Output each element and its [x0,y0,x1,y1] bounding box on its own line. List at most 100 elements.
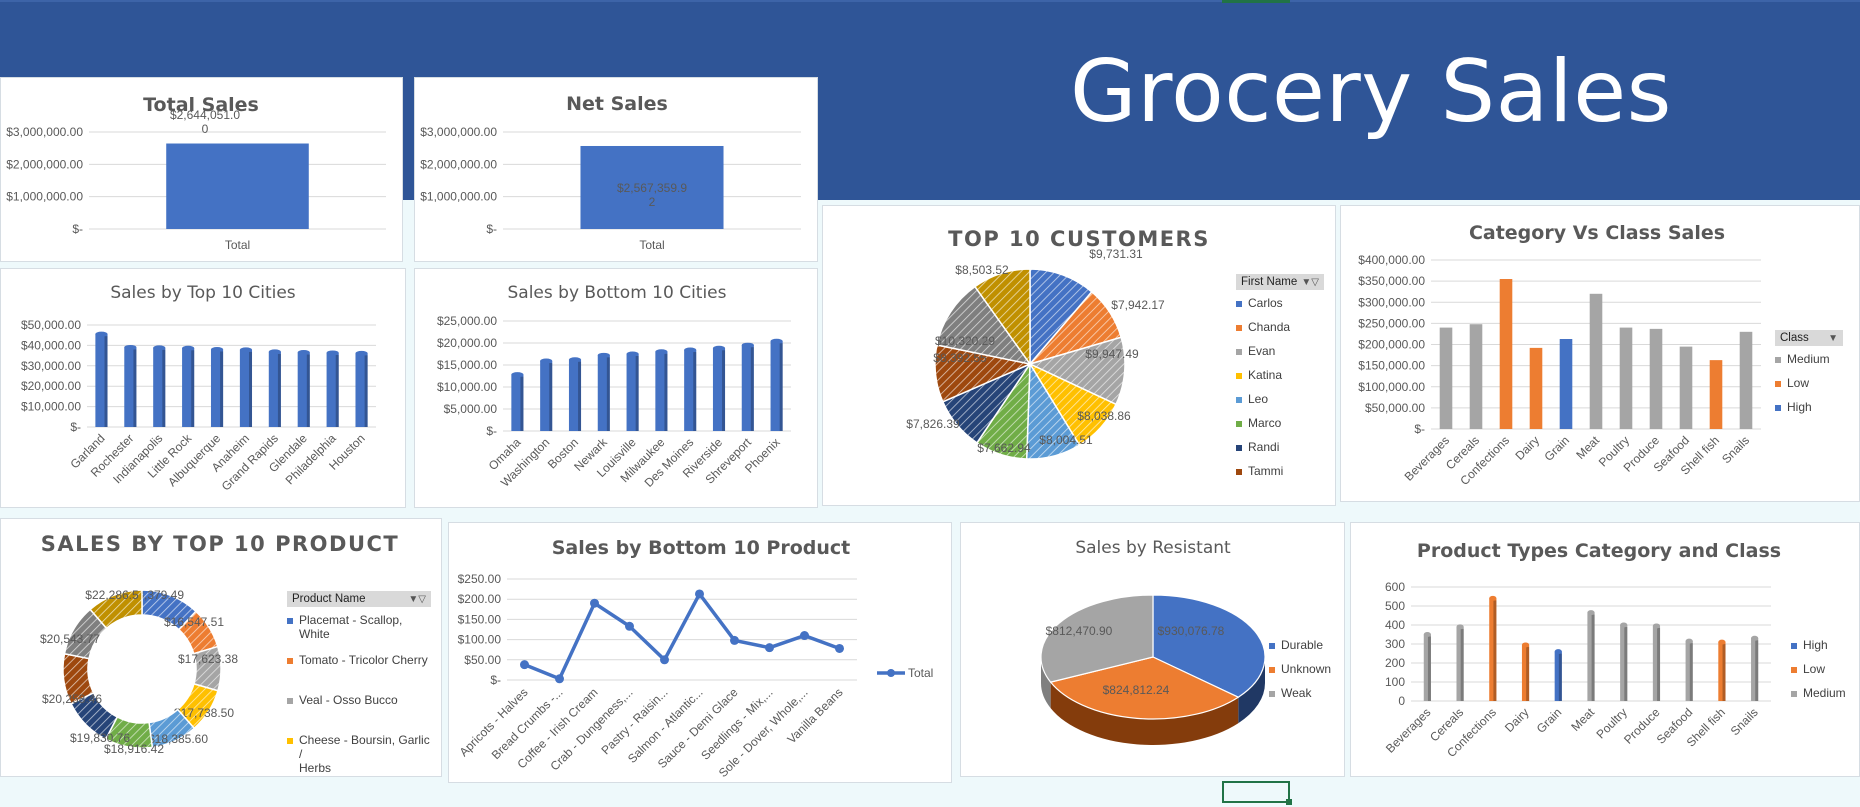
data-label: $7,826.39 [906,417,960,431]
legend-label: High [1803,638,1828,652]
resistant-chart[interactable]: Sales by Resistant $930,076.78 $824,812.24… [960,522,1345,777]
legend-swatch [1236,445,1242,451]
legend-item[interactable]: Veal - Osso Bucco [287,693,431,723]
legend-label: Veal - Osso Bucco [299,693,398,707]
x-tick-label: Beverages [1402,433,1452,483]
data-label: $824,812.24 [1103,683,1170,697]
bar-top [124,344,137,350]
x-tick-label: Snails [1728,705,1761,738]
legend-item: Medium [1791,686,1859,700]
legend-item[interactable]: Evan [1236,344,1324,358]
class-legend-header[interactable]: Class ▼ [1775,330,1843,346]
bar-shade [306,354,310,427]
y-tick-label: $2,000,000.00 [6,157,83,171]
x-tick-label: Beverages [1383,705,1433,755]
filter-icon[interactable]: ▼▽ [1301,276,1319,288]
bar-top [95,331,108,337]
bar-shade [722,350,726,431]
bottom-cities-chart[interactable]: Sales by Bottom 10 Cities $- $5,000.00 $10,… [414,268,818,508]
bar-top [1685,638,1693,644]
fill-handle[interactable] [1286,799,1292,805]
bar-shade [1460,628,1464,701]
bar-top [511,372,524,378]
net-sales-chart[interactable]: Net Sales $- $1,000,000.00 $2,000,000.00 $3,… [414,77,818,262]
filter-icon[interactable]: ▼▽ [408,593,426,605]
bar [1649,328,1663,429]
y-tick-label: 100 [1385,675,1405,689]
legend-swatch [1269,691,1275,697]
bar [540,361,553,431]
total-sales-chart[interactable]: Total Sales $- $1,000,000.00 $2,000,000.00 $… [0,77,403,262]
legend-item[interactable]: Katina [1236,368,1324,382]
bar-shade [1755,640,1759,701]
y-tick-label: $50,000.00 [21,318,81,332]
product-types-chart[interactable]: Product Types Category and Class 0 100 200 3… [1350,522,1860,777]
customers-legend[interactable]: First Name ▼▽ Carlos Chanda Evan Katina Leo Ma… [1236,274,1324,488]
bar [741,345,754,431]
legend-item[interactable]: High [1775,400,1843,414]
y-tick-label: $250,000.00 [1358,316,1425,330]
data-label: $16,547.51 [164,615,224,629]
selected-cell[interactable] [1222,781,1290,803]
chart-title: SALES BY TOP 10 PRODUCT [41,532,399,556]
legend-swatch [287,618,293,624]
legend-item[interactable]: Tammi [1236,464,1324,478]
legend-item[interactable]: Medium [1775,352,1843,366]
bottom-products-chart[interactable]: Sales by Bottom 10 Product $- $50.00 $100.0… [448,522,952,783]
legend-item[interactable]: Placemat - Scallop, White [287,613,431,643]
bar-shade [664,353,668,431]
bar [1718,642,1726,701]
legend-label: Tammi [1248,464,1284,478]
y-tick-label: $100,000.00 [1358,380,1425,394]
bar-shade [1689,643,1693,701]
legend-label: Tomato - Tricolor Cherry [299,653,428,667]
customers-legend-header[interactable]: First Name ▼▽ [1236,274,1324,290]
bar-top [684,347,697,353]
x-tick-label: Grain [1541,433,1572,464]
y-tick-label: $1,000,000.00 [420,190,497,204]
y-tick-label: $200,000.00 [1358,338,1425,352]
bar [210,349,224,427]
bar [355,353,368,427]
legend-item[interactable]: Leo [1236,392,1324,406]
legend-swatch [1236,349,1242,355]
data-label: 2 [649,195,656,209]
x-tick-label: Dairy [1512,433,1542,463]
legend-item[interactable]: Randi [1236,440,1324,454]
products-legend-title: Product Name [292,593,366,605]
products-legend[interactable]: Product Name ▼▽ Placemat - Scallop, White T… [287,591,431,776]
top-customers-chart[interactable]: TOP 10 CUSTOMERS $9,731.31 $7,942.17 $9,947… [822,205,1336,506]
chart-title: Sales by Bottom 10 Product [552,537,850,559]
legend-label: Low [1787,376,1810,390]
legend-item[interactable]: Low [1775,376,1843,390]
bar-top [268,349,281,355]
bar-top [1423,632,1431,637]
legend-swatch [1236,301,1242,307]
top-cities-chart[interactable]: Sales by Top 10 Cities $- $10,000.00 $20,00… [0,268,406,508]
bar-top [1587,610,1595,616]
bar-top [540,358,553,364]
legend-item[interactable]: Chanda [1236,320,1324,334]
y-tick-label: $25,000.00 [437,314,497,328]
bar-top [655,349,668,355]
y-tick-label: $350,000.00 [1358,274,1425,288]
legend-item[interactable]: Carlos [1236,296,1324,310]
top-products-chart[interactable]: SALES BY TOP 10 PRODUCT $23,379.49 $16,547… [0,518,442,777]
class-legend[interactable]: Class ▼ Medium Low High [1775,330,1843,424]
products-legend-header[interactable]: Product Name ▼▽ [287,591,431,607]
data-point [835,643,844,653]
bar-top [1718,639,1726,645]
category-class-chart[interactable]: Category Vs Class Sales $- $50,000.00 $100,… [1340,205,1860,502]
chart-title: Total Sales [143,94,259,116]
legend-item[interactable]: Tomato - Tricolor Cherry [287,653,431,683]
legend-item[interactable]: Marco [1236,416,1324,430]
chevron-down-icon[interactable]: ▼ [1828,332,1838,344]
y-tick-label: $2,000,000.00 [420,157,497,171]
bar-top [1489,595,1497,601]
y-tick-label: $150.00 [458,612,502,626]
bar-shade [520,376,524,431]
bar-shade [335,354,339,427]
legend-item[interactable]: Cheese - Boursin, Garlic / Herbs [287,733,431,775]
bar-shade [133,349,137,427]
bar [1499,279,1513,429]
